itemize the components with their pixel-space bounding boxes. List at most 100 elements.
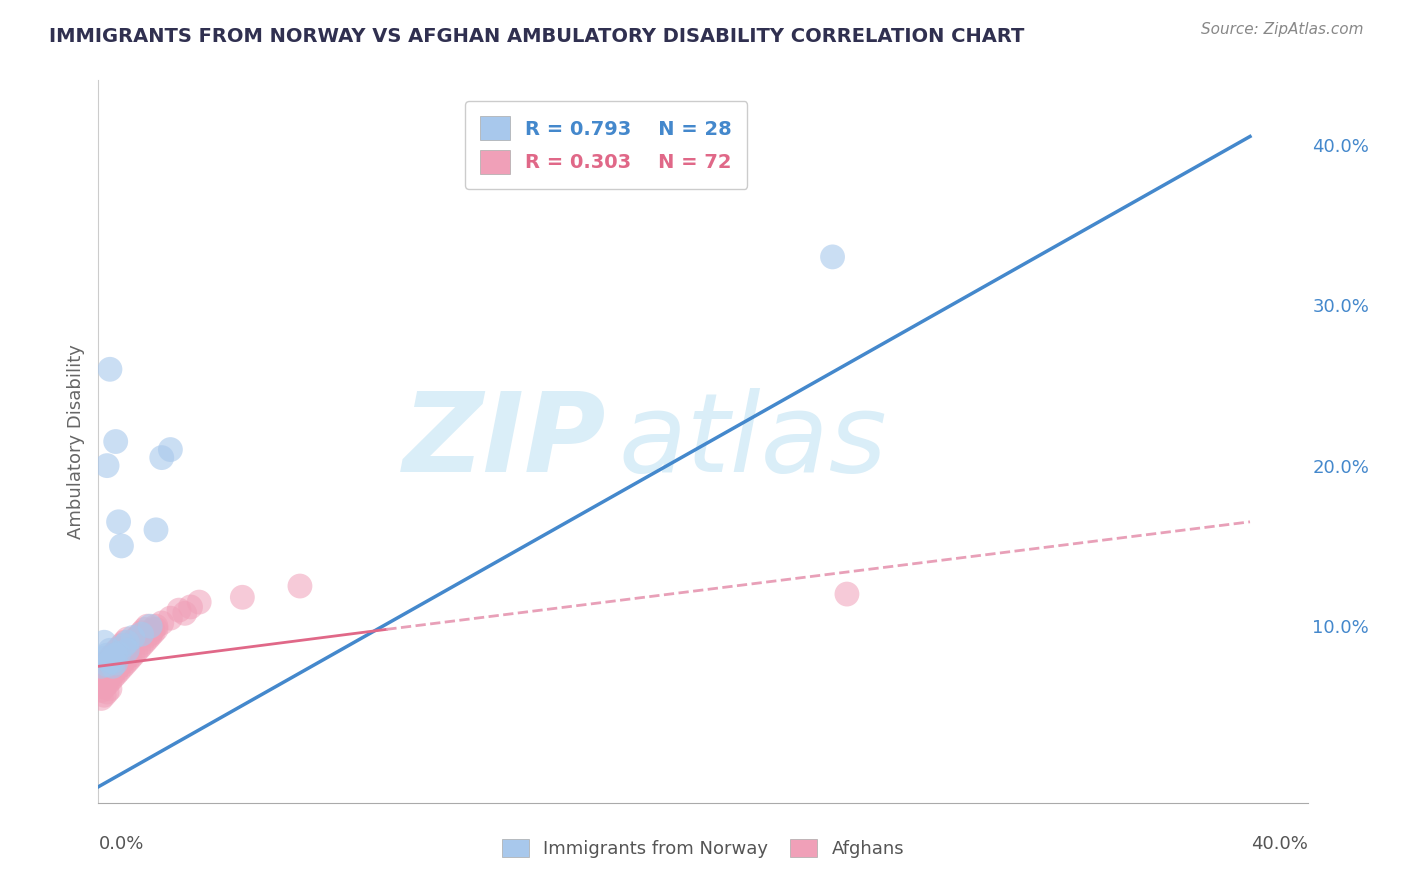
Point [93,667,115,681]
Point [145,619,167,633]
Point [93,651,115,665]
Point [90,691,112,706]
Point [136,632,159,646]
Point [821,250,844,264]
Point [104,645,127,659]
Point [98,669,121,683]
Point [122,648,145,662]
Point [104,648,127,662]
Point [145,523,167,537]
Point [93,675,115,690]
Point [93,635,115,649]
Point [101,665,124,680]
Point [107,664,129,678]
Point [96,648,118,662]
Point [150,450,173,465]
Point [101,648,124,662]
Point [98,362,121,376]
Point [128,629,150,643]
Point [167,603,190,617]
Text: ZIP: ZIP [402,388,606,495]
Point [96,458,118,473]
Point [110,648,132,662]
Point [98,673,121,688]
Point [115,641,138,656]
Point [104,663,127,677]
Point [131,639,153,653]
Point [112,639,135,653]
Point [188,595,211,609]
Point [115,643,138,657]
Point [120,651,142,665]
Point [101,659,124,673]
Point [115,632,138,646]
Point [104,655,127,669]
Point [125,645,148,659]
Point [131,625,153,640]
Point [96,677,118,691]
Text: 0.0%: 0.0% [98,835,143,854]
Point [98,655,121,669]
Point [115,655,138,669]
Point [101,655,124,669]
Legend: R = 0.793    N = 28, R = 0.303    N = 72: R = 0.793 N = 28, R = 0.303 N = 72 [465,101,748,189]
Point [96,655,118,669]
Point [159,611,181,625]
Point [180,599,202,614]
Text: 40.0%: 40.0% [1251,835,1308,854]
Point [110,661,132,675]
Point [107,515,129,529]
Point [128,641,150,656]
Point [98,681,121,696]
Point [115,635,138,649]
Point [142,623,165,637]
Point [93,659,115,673]
Point [131,627,153,641]
Point [120,639,142,653]
Point [101,651,124,665]
Point [122,635,145,649]
Point [90,659,112,673]
Point [98,651,121,665]
Point [134,623,156,637]
Point [101,671,124,685]
Point [231,591,253,605]
Text: IMMIGRANTS FROM NORWAY VS AFGHAN AMBULATORY DISABILITY CORRELATION CHART: IMMIGRANTS FROM NORWAY VS AFGHAN AMBULAT… [49,27,1025,45]
Point [139,627,162,641]
Point [136,619,159,633]
Point [835,587,858,601]
Point [107,651,129,665]
Point [142,625,165,640]
Point [98,643,121,657]
Point [93,680,115,694]
Point [112,645,135,659]
Point [125,632,148,646]
Point [115,649,138,664]
Point [112,635,135,649]
Point [107,647,129,661]
Point [110,539,132,553]
Point [93,688,115,702]
Point [139,629,162,643]
Point [98,661,121,675]
Point [122,631,145,645]
Point [110,639,132,653]
Point [150,615,173,630]
Y-axis label: Ambulatory Disability: Ambulatory Disability [66,344,84,539]
Point [139,619,162,633]
Point [288,579,311,593]
Point [173,607,195,621]
Point [96,664,118,678]
Point [107,659,129,673]
Point [107,641,129,656]
Point [90,683,112,698]
Point [101,657,124,672]
Point [90,671,112,685]
Point [104,667,127,681]
Point [90,664,112,678]
Point [112,653,135,667]
Point [96,672,118,686]
Point [104,656,127,670]
Legend: Immigrants from Norway, Afghans: Immigrants from Norway, Afghans [495,831,911,865]
Point [96,657,118,672]
